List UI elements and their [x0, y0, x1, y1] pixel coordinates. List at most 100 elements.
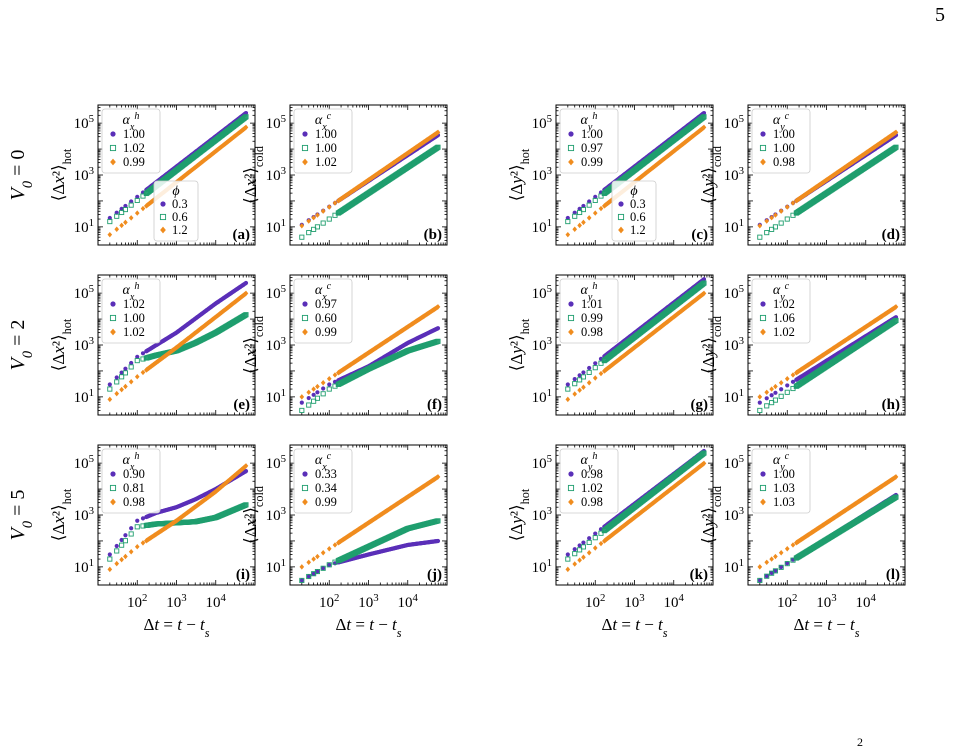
data-point [592, 365, 598, 371]
data-series [757, 304, 899, 413]
y-axis-label: ⟨Δx²⟩hot [49, 148, 74, 201]
data-point [314, 224, 320, 230]
data-point [764, 230, 770, 236]
data-point [701, 280, 707, 286]
data-point [119, 370, 124, 375]
data-point [598, 370, 604, 377]
data-series [565, 277, 707, 403]
data-series [757, 129, 899, 240]
data-point [332, 372, 338, 378]
series-phi-0.6 [565, 280, 707, 392]
data-point [299, 223, 305, 229]
phi-legend-title: ϕ [172, 184, 179, 199]
data-point [315, 383, 320, 390]
panel-c: 101103105⟨Δy²⟩hotαyh1.000.970.99(c)ϕ0.30… [507, 104, 714, 246]
data-point [892, 145, 898, 151]
data-point [107, 396, 113, 403]
legend-value: 1.02 [773, 297, 795, 311]
legend-value: 1.00 [315, 127, 337, 141]
data-point [242, 114, 248, 120]
data-point [773, 212, 778, 218]
data-point [592, 375, 598, 381]
y-axis-label: ⟨Δy²⟩cold [699, 146, 724, 204]
data-point [134, 197, 140, 204]
data-point [119, 222, 124, 229]
data-point [129, 360, 134, 366]
legend-title: αxh [123, 281, 140, 303]
legend-box [751, 278, 811, 344]
y-axis-label: ⟨Δy²⟩hot [507, 148, 532, 201]
series-phi-0.6 [757, 144, 899, 240]
panel-a: 101103105⟨Δx²⟩hotαxh1.001.020.99(a)ϕ0.30… [49, 104, 256, 246]
data-point [243, 280, 249, 286]
data-point [565, 219, 571, 225]
data-point [784, 216, 790, 222]
data-point [435, 304, 441, 310]
data-point [327, 382, 332, 387]
data-point [778, 208, 784, 214]
legend-box [751, 108, 811, 174]
y-axis-label: ⟨Δx²⟩hot [49, 488, 74, 541]
phi-legend-value: 0.6 [630, 210, 646, 224]
data-point [107, 386, 113, 392]
data-point [243, 114, 249, 120]
data-point [114, 379, 120, 385]
y-tick-label: 103 [724, 335, 744, 354]
data-point [119, 374, 125, 380]
data-point [114, 543, 119, 549]
y-axis-label-group: ⟨Δy²⟩hot [507, 318, 532, 371]
y-tick-label: 105 [532, 113, 552, 132]
data-point [581, 219, 586, 226]
series-phi-1.2 [757, 129, 899, 229]
data-point [778, 220, 784, 226]
series-phi-0.6 [299, 144, 441, 240]
data-point [326, 204, 332, 210]
y-axis-label: ⟨Δy²⟩hot [507, 318, 532, 371]
data-point [134, 210, 140, 216]
data-point [140, 351, 146, 356]
y-tick-label: 101 [74, 557, 94, 576]
data-point [778, 393, 784, 399]
data-point [122, 370, 128, 376]
data-point [320, 391, 326, 397]
data-point [757, 234, 763, 240]
series-phi-0.6 [299, 338, 441, 413]
legend-title: αyh [581, 281, 598, 303]
data-point [306, 395, 311, 401]
data-point [784, 389, 790, 395]
data-point [128, 378, 134, 385]
data-point [772, 397, 778, 403]
panel-tag: (e) [233, 397, 250, 413]
data-point [311, 392, 316, 397]
page-number: 5 [935, 4, 945, 26]
data-point [773, 390, 778, 395]
y-tick-label: 105 [532, 283, 552, 302]
legend-value: 0.60 [315, 311, 337, 325]
data-point [769, 214, 774, 221]
data-series [107, 463, 249, 573]
data-point [114, 226, 120, 232]
data-point [580, 374, 586, 380]
data-point [326, 216, 332, 222]
data-point [565, 382, 570, 387]
data-point [784, 376, 790, 382]
legend-marker [567, 314, 575, 322]
y-tick-label: 103 [724, 165, 744, 184]
data-point [299, 407, 305, 413]
data-point [701, 290, 707, 297]
y-tick-label: 103 [532, 335, 552, 354]
data-point [764, 396, 769, 401]
data-point [241, 115, 247, 121]
legend-marker [617, 213, 625, 221]
legend-marker [302, 158, 308, 166]
data-point [299, 400, 304, 405]
y-axis-label-group: ⟨Δx²⟩cold [241, 146, 266, 204]
data-point [315, 390, 320, 395]
data-point [587, 365, 592, 371]
legend-marker [160, 201, 166, 207]
x-tick-label: 104 [206, 592, 227, 611]
